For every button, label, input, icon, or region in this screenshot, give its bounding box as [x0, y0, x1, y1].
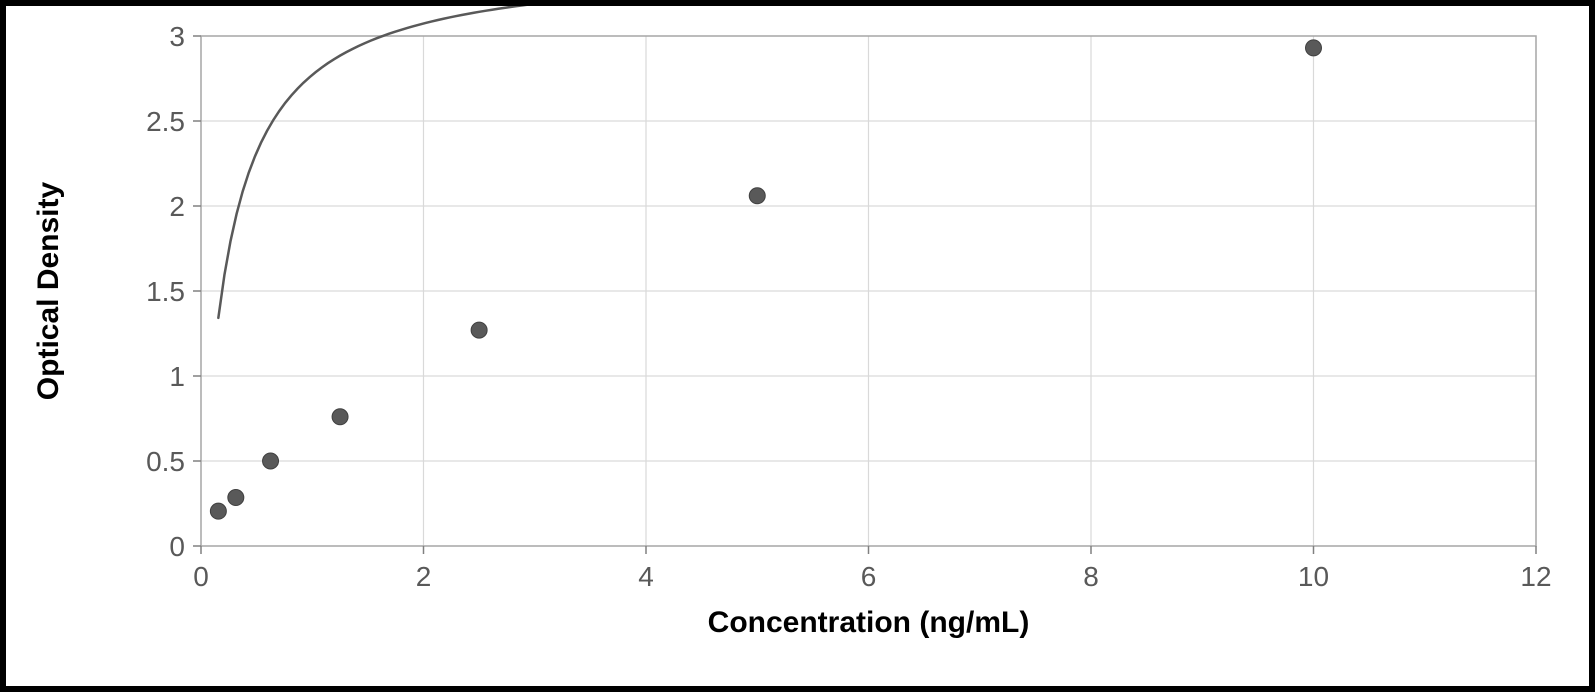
- y-tick-label: 0.5: [146, 446, 185, 477]
- x-tick-label: 12: [1520, 561, 1551, 592]
- standard-curve-chart: 0 2 4 6 8 10 12 0 0.5 1 1.5 2 2.5 3 Concentration (ng/…: [6, 6, 1589, 686]
- x-tick-label: 6: [861, 561, 877, 592]
- data-point: [1306, 40, 1322, 56]
- x-tick-label: 8: [1083, 561, 1099, 592]
- data-point: [332, 409, 348, 425]
- y-tick-label: 0: [169, 531, 185, 562]
- x-tick-label: 10: [1298, 561, 1329, 592]
- y-axis-label: Optical Density: [32, 181, 65, 400]
- data-point: [749, 188, 765, 204]
- x-tick-label: 4: [638, 561, 654, 592]
- chart-frame: 0 2 4 6 8 10 12 0 0.5 1 1.5 2 2.5 3 Concentration (ng/…: [0, 0, 1595, 692]
- x-tick-label: 2: [416, 561, 432, 592]
- y-tick-label: 2.5: [146, 106, 185, 137]
- x-axis-label: Concentration (ng/mL): [708, 606, 1030, 639]
- data-point: [228, 490, 244, 506]
- y-tick-label: 1.5: [146, 276, 185, 307]
- y-tick-label: 1: [169, 361, 185, 392]
- x-tick-label: 0: [193, 561, 209, 592]
- data-point: [471, 322, 487, 338]
- data-point: [210, 503, 226, 519]
- y-tick-label: 3: [169, 21, 185, 52]
- y-tick-label: 2: [169, 191, 185, 222]
- data-point: [263, 453, 279, 469]
